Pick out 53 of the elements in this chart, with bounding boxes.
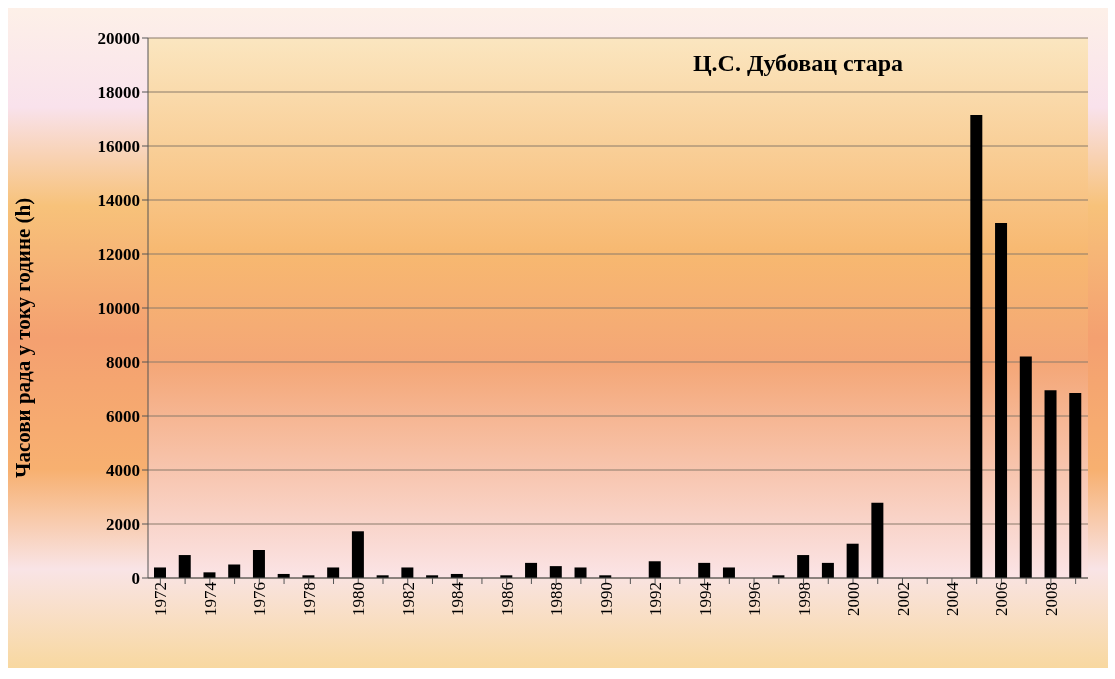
x-tick-label: 1984: [448, 581, 468, 616]
y-tick-label: 2000: [106, 515, 140, 535]
y-tick-label: 4000: [106, 461, 140, 481]
x-tick-label: 1994: [695, 581, 715, 616]
bar: [549, 566, 562, 578]
bar: [401, 567, 414, 578]
x-tick-label: 2006: [992, 582, 1012, 616]
y-tick-label: 14000: [97, 191, 140, 211]
bar: [970, 114, 983, 578]
y-tick-label: 6000: [106, 407, 140, 427]
bar: [525, 562, 538, 578]
bar: [648, 561, 661, 578]
bar: [821, 562, 834, 578]
x-tick-label: 1976: [250, 582, 270, 616]
bar: [154, 567, 166, 578]
bar: [178, 555, 191, 578]
x-tick-label: 1990: [596, 582, 616, 616]
bar: [698, 562, 711, 578]
y-tick-label: 8000: [106, 353, 140, 373]
bar: [574, 567, 587, 578]
bar: [1044, 390, 1057, 578]
bar: [252, 549, 265, 578]
bar: [351, 531, 364, 578]
bar: [327, 567, 340, 578]
x-tick-label: 1980: [349, 582, 369, 616]
y-axis-title: Часови рада у току године (h): [11, 197, 36, 478]
bar: [871, 502, 884, 578]
x-tick-label: 1972: [151, 582, 171, 616]
bar: [995, 222, 1008, 578]
bar: [1069, 393, 1082, 578]
x-tick-label: 1986: [497, 582, 517, 616]
y-tick-label: 18000: [97, 83, 140, 103]
y-tick-label: 16000: [97, 137, 140, 157]
x-tick-label: 2000: [844, 582, 864, 616]
bar: [1019, 356, 1032, 578]
y-tick-label: 0: [131, 569, 140, 589]
x-tick-label: 2008: [1041, 582, 1061, 616]
y-tick-label: 20000: [97, 29, 140, 49]
text: Ц.С. Дубовац стара: [691, 50, 905, 77]
x-tick-label: 1974: [200, 581, 220, 616]
y-tick-label: 10000: [97, 299, 140, 319]
x-tick-label: 2004: [943, 581, 963, 616]
x-tick-label: 1998: [794, 582, 814, 616]
bar: [797, 555, 810, 578]
x-tick-label: 1978: [299, 582, 319, 616]
x-tick-label: 1982: [398, 582, 418, 616]
bar: [846, 543, 859, 578]
bar: [722, 567, 735, 578]
x-tick-label: 2002: [893, 582, 913, 616]
y-tick-label: 12000: [97, 245, 140, 265]
x-tick-label: 1992: [646, 582, 666, 616]
x-tick-label: 1988: [547, 582, 567, 616]
x-tick-label: 1996: [745, 582, 765, 616]
